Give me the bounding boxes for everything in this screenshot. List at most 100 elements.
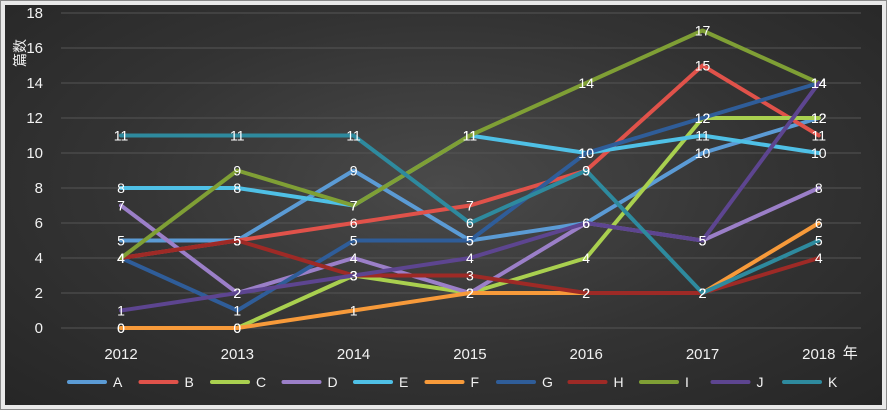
data-label: 4 <box>117 250 125 266</box>
data-label: 15 <box>695 58 711 74</box>
x-tick-label: 2015 <box>453 346 486 363</box>
data-label: 10 <box>578 145 594 161</box>
x-tick-label: 2013 <box>221 346 254 363</box>
data-label: 14 <box>811 75 827 91</box>
data-label: 2 <box>466 285 474 301</box>
data-label: 4 <box>815 250 823 266</box>
data-label: 4 <box>117 250 125 266</box>
data-label: 6 <box>582 215 590 231</box>
data-label: 5 <box>233 233 241 249</box>
data-label: 7 <box>117 198 125 214</box>
data-label: 3 <box>350 268 358 284</box>
legend-label-K: K <box>828 374 838 390</box>
data-label: 8 <box>815 180 823 196</box>
data-label: 2 <box>699 285 707 301</box>
data-label: 5 <box>350 233 358 249</box>
y-tick-label: 14 <box>26 75 43 92</box>
y-tick-label: 0 <box>35 320 43 337</box>
data-label: 11 <box>114 128 129 144</box>
data-label: 14 <box>811 75 827 91</box>
data-label: 6 <box>815 215 823 231</box>
data-label: 11 <box>695 128 710 144</box>
x-tick-label: 2014 <box>337 346 370 363</box>
data-label: 1 <box>233 303 241 319</box>
data-label: 12 <box>811 110 827 126</box>
data-label: 5 <box>815 233 823 249</box>
data-label: 2 <box>699 285 707 301</box>
legend-label-D: D <box>328 374 338 390</box>
data-label: 0 <box>233 320 241 336</box>
legend-label-G: G <box>542 374 553 390</box>
data-label: 10 <box>811 145 827 161</box>
series-line-G <box>119 81 821 313</box>
series-line-J <box>119 81 821 313</box>
data-label: 8 <box>117 180 125 196</box>
data-label: 9 <box>582 163 590 179</box>
data-label: 11 <box>463 128 478 144</box>
data-label: 7 <box>350 198 358 214</box>
data-label: 3 <box>466 268 474 284</box>
series-lines <box>119 28 821 330</box>
x-tick-label: 2016 <box>570 346 603 363</box>
data-label: 0 <box>233 320 241 336</box>
data-label: 4 <box>117 250 125 266</box>
data-label: 1 <box>350 303 358 319</box>
x-axis-label: 年 <box>843 345 858 362</box>
data-label: 4 <box>350 250 358 266</box>
legend: A B C D E F G H I J K <box>67 374 838 390</box>
data-label: 2 <box>466 285 474 301</box>
data-label: 3 <box>350 268 358 284</box>
data-label: 7 <box>466 198 474 214</box>
data-label: 5 <box>466 233 474 249</box>
data-label: 0 <box>117 320 125 336</box>
data-label: 2 <box>699 285 707 301</box>
data-label: 4 <box>582 250 590 266</box>
y-tick-label: 2 <box>35 285 43 302</box>
data-label: 12 <box>695 110 711 126</box>
y-axis-label: 篇数 <box>13 39 29 67</box>
data-label: 3 <box>350 268 358 284</box>
legend-label-E: E <box>399 374 408 390</box>
x-axis-ticks: 2012 2013 2014 2015 2016 2017 2018 <box>104 346 835 363</box>
y-tick-label: 16 <box>26 40 43 57</box>
data-label: 7 <box>350 198 358 214</box>
y-tick-label: 12 <box>26 110 43 127</box>
data-label: 12 <box>695 110 711 126</box>
x-tick-label: 2012 <box>104 346 137 363</box>
data-label: 5 <box>466 233 474 249</box>
data-label: 6 <box>350 215 358 231</box>
data-label: 6 <box>582 215 590 231</box>
y-tick-label: 6 <box>35 215 43 232</box>
legend-label-F: F <box>471 374 480 390</box>
data-label: 2 <box>233 285 241 301</box>
data-label: 10 <box>695 145 711 161</box>
data-label: 2 <box>233 285 241 301</box>
data-label: 5 <box>233 233 241 249</box>
data-label: 11 <box>346 128 361 144</box>
data-label: 2 <box>582 285 590 301</box>
data-label: 8 <box>233 180 241 196</box>
series-line-E <box>119 133 821 208</box>
data-label: 17 <box>695 23 711 39</box>
x-tick-label: 2017 <box>686 346 719 363</box>
series-line-I <box>119 28 821 260</box>
y-tick-label: 8 <box>35 180 43 197</box>
data-label: 4 <box>466 250 474 266</box>
legend-label-H: H <box>614 374 624 390</box>
data-label: 5 <box>117 233 125 249</box>
data-label: 5 <box>233 233 241 249</box>
data-label: 4 <box>117 250 125 266</box>
y-axis-ticks: 0 2 4 6 8 10 12 14 16 18 <box>26 5 43 337</box>
data-label: 6 <box>466 215 474 231</box>
legend-label-I: I <box>685 374 689 390</box>
data-label: 5 <box>699 233 707 249</box>
data-label: 9 <box>233 163 241 179</box>
data-label: 9 <box>582 163 590 179</box>
data-label: 11 <box>812 128 827 144</box>
y-tick-label: 18 <box>26 5 43 22</box>
y-tick-label: 4 <box>35 250 43 267</box>
legend-label-J: J <box>757 374 764 390</box>
